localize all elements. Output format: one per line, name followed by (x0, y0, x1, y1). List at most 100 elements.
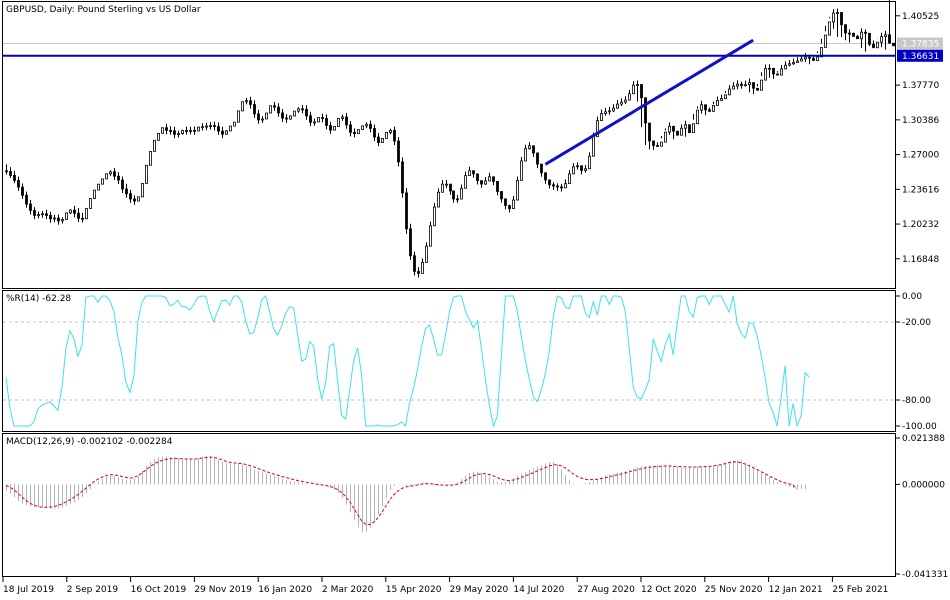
candle-body (536, 152, 539, 165)
candle-body (233, 121, 236, 127)
candle-body (816, 56, 819, 61)
candle-body (161, 127, 164, 134)
candle-body (660, 141, 663, 147)
candle-body (29, 203, 32, 211)
candle-body (772, 67, 775, 75)
candle-body (153, 139, 156, 152)
price-pane[interactable] (3, 0, 895, 278)
date-tick-label: 2 Mar 2020 (322, 585, 374, 595)
candle-body (189, 129, 192, 132)
candle-body (261, 118, 264, 121)
candle-body (273, 105, 276, 108)
candle-body (121, 179, 124, 190)
candle-body (796, 60, 799, 63)
wpr-tick-label: 0.00 (902, 292, 922, 302)
candle-body (41, 213, 44, 216)
price-tick-label: 1.37770 (902, 81, 939, 91)
candle-body (229, 125, 232, 132)
candle-body (744, 84, 747, 87)
candle-body (429, 225, 432, 247)
candle-body (696, 109, 699, 125)
price-pane-title: GBPUSD, Daily: Pound Sterling vs US Doll… (6, 5, 201, 15)
candle-body (856, 35, 859, 40)
candle-body (57, 217, 60, 222)
candle-body (93, 189, 96, 199)
candle-body (237, 110, 240, 123)
candle-body (433, 206, 436, 227)
candle-body (480, 180, 483, 185)
candle-body (792, 62, 795, 65)
macd-pane[interactable] (5, 456, 806, 533)
date-tick-label: 27 Aug 2020 (577, 585, 635, 595)
candle-body (632, 84, 635, 95)
candle-body (53, 217, 56, 220)
date-tick-label: 16 Jan 2020 (258, 585, 312, 595)
macd-signal-line (5, 456, 798, 526)
candle-body (137, 196, 140, 202)
candle-body (780, 68, 783, 76)
candle-body (800, 58, 803, 62)
candle-body (572, 166, 575, 175)
wpr-pane[interactable] (3, 295, 895, 428)
price-tick-label: 1.40525 (902, 12, 939, 22)
candle-body (596, 120, 599, 138)
candle-body (580, 165, 583, 171)
date-tick-label: 29 May 2020 (450, 585, 509, 595)
candle-body (105, 173, 108, 180)
candle-body (181, 130, 184, 134)
candle-body (452, 190, 455, 200)
macd-tick-label: 0.021388 (902, 434, 945, 444)
candle-body (329, 125, 332, 131)
candle-body (592, 136, 595, 157)
candle-body (249, 100, 252, 105)
candle-body (413, 255, 416, 272)
candle-body (468, 170, 471, 177)
candle-body (864, 31, 867, 34)
candle-body (512, 199, 515, 209)
uptrend-line (544, 38, 754, 166)
date-tick-label: 15 Apr 2020 (386, 585, 442, 595)
candle-body (888, 34, 891, 44)
candle-body (421, 262, 424, 274)
candle-body (492, 176, 495, 182)
candle-body (309, 115, 312, 123)
candle-body (297, 108, 300, 112)
date-tick-label: 2 Sep 2019 (67, 585, 119, 595)
candle-body (353, 131, 356, 134)
candle-body (496, 180, 499, 192)
candle-body (21, 186, 24, 196)
macd-tick-label: -0.041331 (902, 570, 948, 580)
wpr-pane-title: %R(14) -62.28 (6, 294, 71, 304)
candle-body (576, 165, 579, 168)
candle-body (460, 187, 463, 200)
candle-body (369, 123, 372, 129)
candle-body (560, 186, 563, 189)
candle-body (81, 217, 84, 220)
candle-body (488, 176, 491, 182)
candle-body (373, 128, 376, 138)
candle-body (520, 160, 523, 181)
candle-body (716, 100, 719, 106)
macd-pane-frame (2, 433, 896, 577)
candle-body (456, 198, 459, 201)
wpr-tick-label: -20.00 (902, 318, 931, 328)
candle-body (528, 145, 531, 150)
candle-body (804, 56, 807, 60)
price-tick-label: 1.20232 (902, 220, 939, 230)
candle-body (808, 56, 811, 59)
candle-body (201, 126, 204, 129)
candle-body (728, 88, 731, 96)
price-pane-frame (2, 1, 896, 289)
candle-body (472, 170, 475, 175)
candle-body (169, 129, 172, 132)
candle-body (776, 73, 779, 76)
candle-body (441, 183, 444, 193)
candle-body (281, 112, 284, 119)
candle-body (880, 36, 883, 43)
candle-body (748, 82, 751, 86)
candle-body (289, 115, 292, 120)
candle-body (676, 130, 679, 136)
candle-body (293, 110, 296, 117)
candle-body (409, 228, 412, 257)
